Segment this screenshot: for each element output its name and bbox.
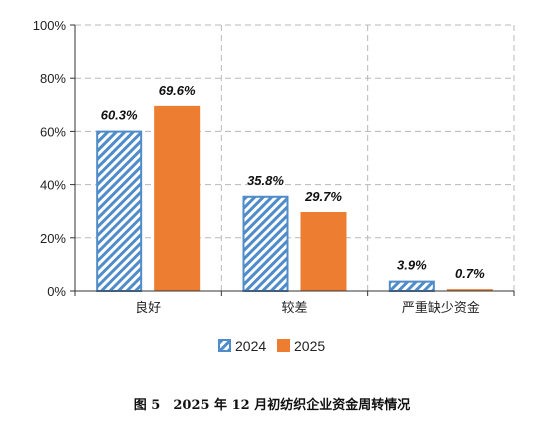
y-tick-label-80: 80% [40,71,66,86]
legend-label-2024: 2024 [235,338,266,354]
y-tick-label-100: 100% [33,18,67,33]
data-label-2024-3: 3.9% [397,258,427,273]
bar-2025-3 [446,289,493,291]
chart-caption: 图 5 2025 年 12 月初纺织企业资金周转情况 [134,397,410,413]
y-tick-label-0: 0% [47,284,66,299]
y-tick-label-40: 40% [40,178,66,193]
data-label-2024-2: 35.8% [247,173,284,188]
bars: 60.3% 69.6% 35.8% 29.7% 3.9% 0.7% [96,83,493,293]
data-label-2025-1: 69.6% [159,83,196,98]
bar-2024-2 [242,195,289,292]
legend-label-2025: 2025 [294,338,325,354]
y-tick-label-20: 20% [40,231,66,246]
data-label-2025-2: 29.7% [304,189,342,204]
axes: 良好 较差 严重缺少资金 0% 20% 40% 60% 80% 100% [33,18,515,316]
bar-2025-1 [154,105,201,291]
bar-2025-2 [300,211,347,291]
data-label-2025-3: 0.7% [455,266,485,281]
gridlines [75,24,515,291]
y-tick-label-60: 60% [40,124,66,139]
legend-swatch-2025 [277,339,290,352]
category-label-3: 严重缺少资金 [402,300,480,316]
legend: 2024 2025 [218,338,325,354]
category-label-1: 良好 [135,300,161,316]
category-label-2: 较差 [281,301,307,316]
bar-2024-1 [96,130,143,292]
bar-2024-3 [388,280,435,293]
legend-swatch-2024 [218,339,231,352]
data-label-2024-1: 60.3% [101,108,138,123]
